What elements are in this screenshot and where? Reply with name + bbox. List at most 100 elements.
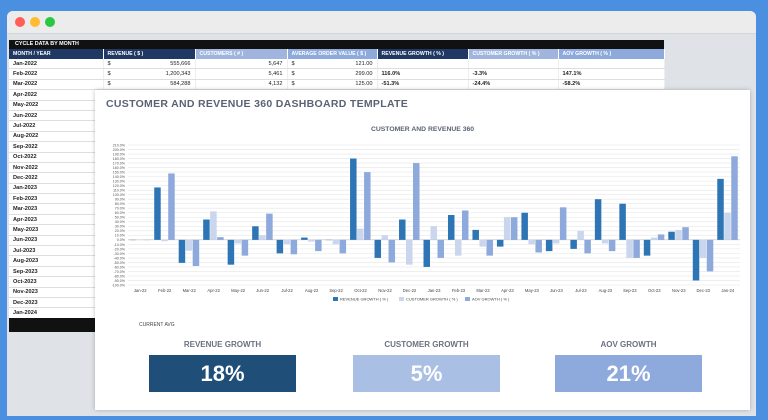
cell-customers[interactable]: 4,132 bbox=[195, 79, 288, 91]
x-tick-label: Jan-22 bbox=[134, 288, 147, 293]
header-revenue[interactable]: REVENUE ( $ ) bbox=[103, 49, 196, 59]
cell-aov[interactable]: $299.00 bbox=[287, 68, 378, 80]
bar-revenue-growth bbox=[594, 199, 602, 240]
cell-month[interactable]: May-2023 bbox=[9, 224, 104, 236]
y-tick-label: 60.0% bbox=[115, 211, 126, 215]
cell-month[interactable]: Jun-2023 bbox=[9, 235, 104, 247]
header-month[interactable]: MONTH / YEAR bbox=[9, 49, 104, 59]
x-tick-label: Aug-22 bbox=[305, 288, 319, 293]
y-tick-label: 70.0% bbox=[115, 207, 126, 211]
cell-rev-growth[interactable] bbox=[377, 59, 469, 70]
bar-customer-growth bbox=[357, 228, 364, 240]
dashboard-title: CUSTOMER AND REVENUE 360 DASHBOARD TEMPL… bbox=[106, 98, 409, 110]
y-tick-label: 160.0% bbox=[113, 166, 126, 170]
currency-symbol: $ bbox=[291, 60, 295, 67]
cell-aov-growth[interactable] bbox=[558, 59, 665, 70]
cell-customers[interactable]: 5,647 bbox=[195, 59, 288, 70]
bar-revenue-growth bbox=[692, 239, 700, 281]
cell-month[interactable]: Jan-2024 bbox=[9, 307, 104, 319]
bar-revenue-growth bbox=[643, 239, 651, 256]
header-customer-growth[interactable]: CUSTOMER GROWTH ( % ) bbox=[468, 49, 559, 59]
cell-month[interactable]: Dec-2022 bbox=[9, 172, 104, 184]
cell-month[interactable]: Dec-2023 bbox=[9, 297, 104, 309]
y-tick-label: 130.0% bbox=[113, 180, 126, 184]
legend-label: CUSTOMER GROWTH ( % ) bbox=[406, 297, 458, 302]
table-row: Mar-2022 $584,288 4,132 $125.00 -51.3% -24.4%… bbox=[9, 79, 665, 91]
header-aov-growth[interactable]: AOV GROWTH ( % ) bbox=[558, 49, 665, 59]
y-tick-label: -70.0% bbox=[114, 270, 126, 274]
cell-month[interactable]: Apr-2022 bbox=[9, 89, 104, 101]
bar-customer-growth bbox=[577, 230, 584, 240]
cell-cust-growth[interactable]: -3.3% bbox=[468, 68, 559, 80]
cell-month[interactable]: Jul-2022 bbox=[9, 120, 104, 132]
cell-aov[interactable]: $125.00 bbox=[287, 79, 378, 91]
cell-value: 555,666 bbox=[170, 60, 191, 67]
cell-rev-growth[interactable]: -51.3% bbox=[377, 79, 469, 91]
bar-revenue-growth bbox=[545, 239, 553, 252]
bar-aov-growth bbox=[266, 213, 273, 240]
bar-customer-growth bbox=[503, 217, 511, 240]
cell-cust-growth[interactable] bbox=[468, 59, 559, 70]
bar-aov-growth bbox=[559, 207, 567, 240]
bar-customer-growth bbox=[308, 239, 315, 242]
bar-revenue-growth bbox=[203, 219, 210, 240]
cell-aov-growth[interactable]: 147.1% bbox=[558, 68, 665, 80]
y-tick-label: 100.0% bbox=[113, 193, 126, 197]
cell-month[interactable]: Aug-2023 bbox=[9, 255, 104, 267]
cell-month[interactable]: Aug-2022 bbox=[9, 131, 104, 143]
cell-month[interactable]: Oct-2022 bbox=[9, 152, 104, 163]
bar-aov-growth bbox=[192, 239, 200, 267]
cell-month[interactable]: Jan-2023 bbox=[9, 183, 104, 195]
currency-symbol: $ bbox=[291, 71, 295, 78]
cell-aov-growth[interactable]: -58.2% bbox=[558, 79, 665, 91]
cell-month[interactable]: Jul-2023 bbox=[9, 245, 104, 257]
cell-month[interactable]: Mar-2022 bbox=[9, 79, 104, 91]
bar-revenue-growth bbox=[717, 178, 724, 240]
legend-swatch bbox=[333, 297, 338, 301]
bar-revenue-growth bbox=[423, 239, 430, 267]
bar-aov-growth bbox=[168, 173, 175, 240]
cell-month[interactable]: Mar-2023 bbox=[9, 203, 104, 215]
cell-customers[interactable]: 5,461 bbox=[195, 68, 288, 80]
y-tick-label: -40.0% bbox=[114, 256, 126, 260]
cell-month[interactable]: Oct-2023 bbox=[9, 276, 104, 288]
cell-month[interactable]: Sep-2023 bbox=[9, 266, 104, 278]
header-customers[interactable]: CUSTOMERS ( # ) bbox=[195, 49, 288, 59]
header-aov[interactable]: AVERAGE ORDER VALUE ( $ ) bbox=[287, 49, 378, 59]
bar-customer-growth bbox=[185, 239, 193, 251]
x-tick-label: Dec-23 bbox=[697, 288, 711, 293]
cell-aov[interactable]: $121.00 bbox=[287, 59, 378, 70]
cell-revenue[interactable]: $1,200,343 bbox=[103, 68, 196, 80]
cell-revenue[interactable]: $555,666 bbox=[103, 59, 196, 70]
x-tick-label: Feb-22 bbox=[158, 288, 172, 293]
bar-revenue-growth bbox=[496, 239, 504, 247]
cell-cust-growth[interactable]: -24.4% bbox=[468, 79, 559, 91]
bar-revenue-growth bbox=[178, 239, 186, 263]
bar-revenue-growth bbox=[570, 239, 577, 249]
cell-month[interactable]: Sep-2022 bbox=[9, 141, 104, 153]
cell-month[interactable]: Apr-2023 bbox=[9, 214, 104, 226]
bar-customer-growth bbox=[259, 235, 266, 240]
header-revenue-growth[interactable]: REVENUE GROWTH ( % ) bbox=[377, 49, 469, 59]
cell-month[interactable]: Nov-2022 bbox=[9, 162, 104, 174]
bar-revenue-growth bbox=[521, 212, 528, 240]
cell-rev-growth[interactable]: 116.0% bbox=[377, 68, 469, 80]
cell-month[interactable]: Jun-2022 bbox=[9, 110, 104, 122]
close-window-button[interactable] bbox=[15, 17, 25, 27]
cell-month[interactable]: Jan-2022 bbox=[9, 59, 104, 70]
bar-customer-growth bbox=[381, 235, 389, 240]
maximize-window-button[interactable] bbox=[45, 17, 55, 27]
legend-swatch bbox=[399, 297, 404, 301]
legend-label: REVENUE GROWTH ( % ) bbox=[340, 297, 389, 302]
cell-month[interactable]: Nov-2023 bbox=[9, 287, 104, 299]
bar-aov-growth bbox=[315, 239, 322, 252]
cell-month[interactable]: Feb-2023 bbox=[9, 193, 104, 205]
x-tick-label: May-22 bbox=[231, 288, 246, 293]
bar-revenue-growth bbox=[619, 203, 626, 240]
bar-customer-growth bbox=[479, 239, 486, 247]
minimize-window-button[interactable] bbox=[30, 17, 40, 27]
cell-revenue[interactable]: $584,288 bbox=[103, 79, 196, 91]
cell-month[interactable]: May-2022 bbox=[9, 100, 104, 111]
cell-month[interactable]: Feb-2022 bbox=[9, 68, 104, 80]
bar-customer-growth bbox=[675, 229, 682, 240]
